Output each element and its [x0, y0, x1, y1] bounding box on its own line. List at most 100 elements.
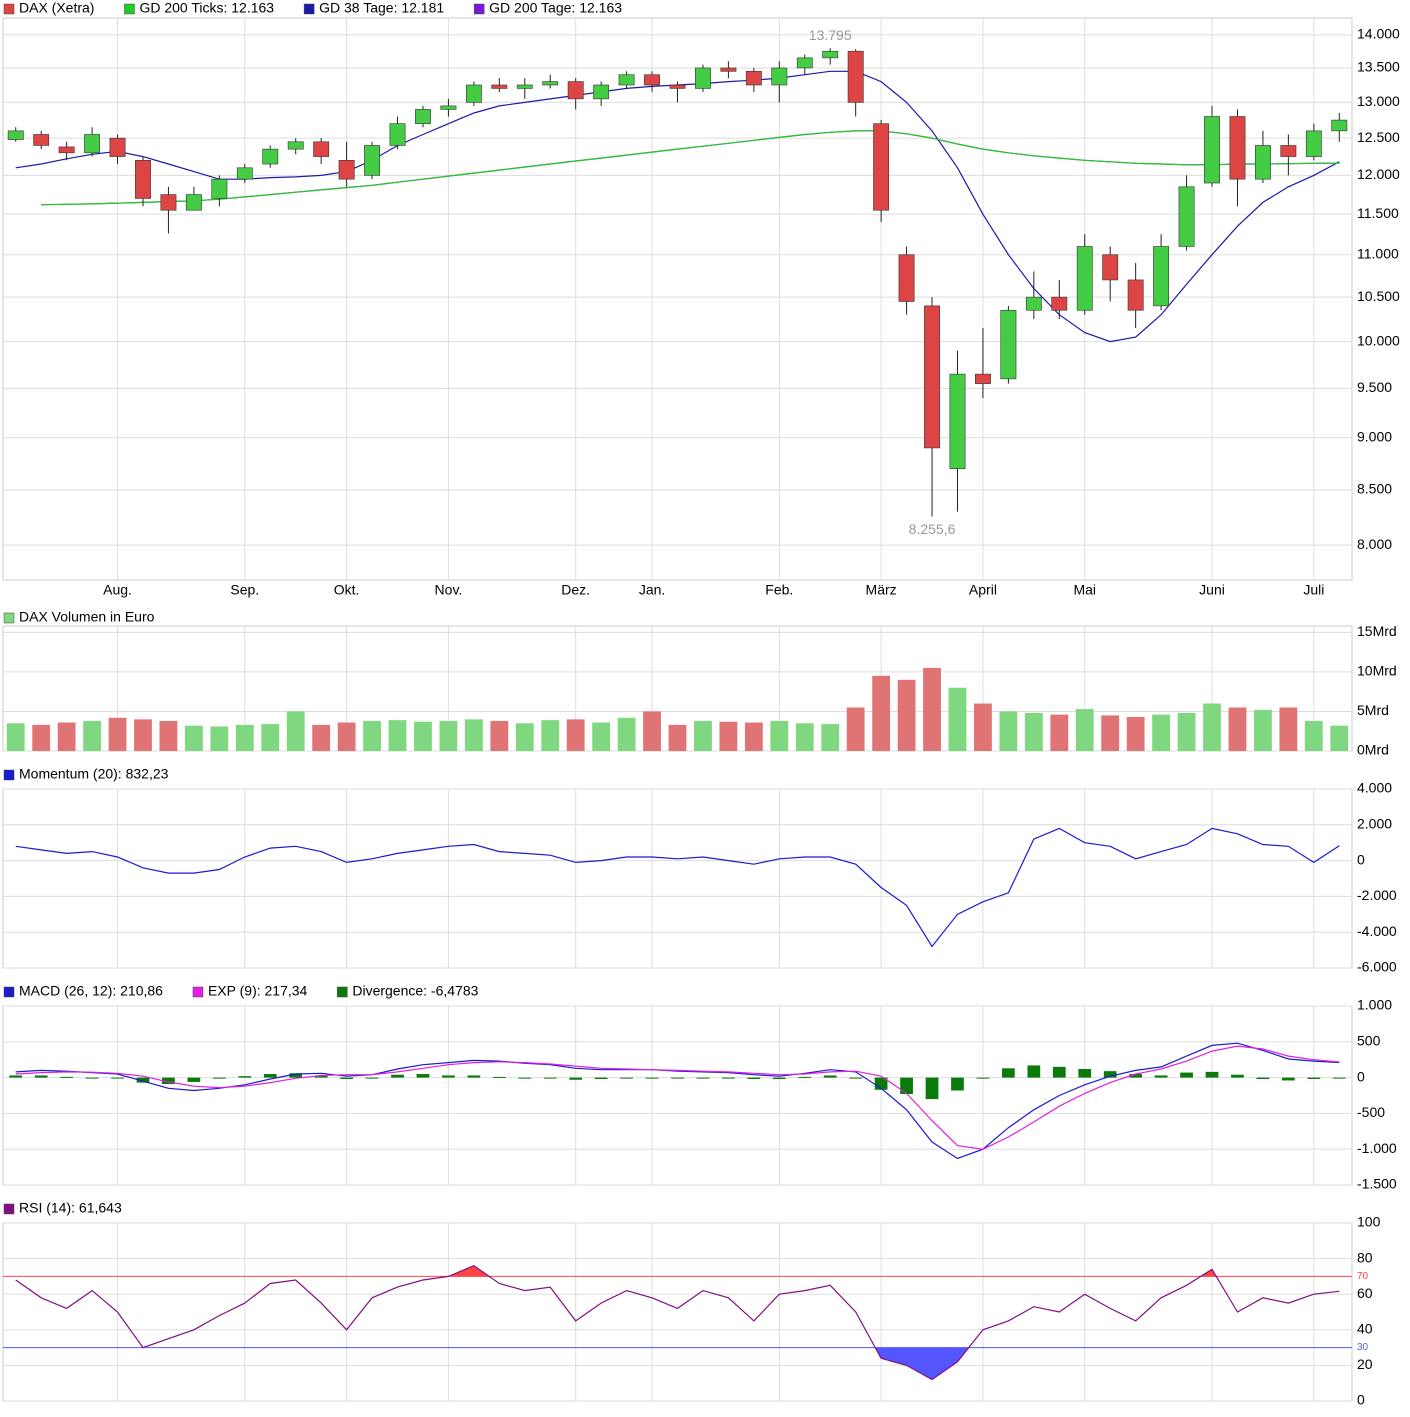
- volume-bar: [337, 722, 356, 751]
- candle-body: [1254, 145, 1271, 180]
- y-tick-label: 9.000: [1357, 428, 1392, 444]
- y-tick-label: 14.000: [1357, 25, 1400, 41]
- volume-bar: [134, 719, 152, 751]
- x-tick-label: Juli: [1303, 582, 1324, 598]
- candle-body: [465, 84, 482, 103]
- y-tick-label: 12.000: [1357, 166, 1400, 182]
- histogram-bar: [85, 1077, 99, 1079]
- volume-bar: [668, 724, 687, 751]
- histogram-bar: [696, 1077, 710, 1079]
- x-tick-label: Nov.: [435, 582, 463, 598]
- legend-swatch: [337, 986, 348, 998]
- histogram-bar: [442, 1075, 455, 1078]
- histogram-bar: [314, 1075, 328, 1078]
- legend-swatch: [3, 612, 15, 624]
- histogram-bar: [569, 1077, 583, 1080]
- candle-body: [542, 81, 559, 86]
- volume-bar: [1152, 714, 1171, 751]
- indicator-line: [15, 1265, 1340, 1381]
- volume-bar: [261, 724, 280, 751]
- y-tick-label: 8.000: [1357, 536, 1392, 552]
- x-tick-label: Mai: [1073, 582, 1096, 598]
- legend-swatch: [124, 3, 135, 15]
- legend-swatch: [303, 3, 315, 15]
- legend-label: MACD (26, 12): 210,86: [19, 983, 163, 999]
- y-tick-label: 80: [1357, 1249, 1373, 1265]
- y-tick-label: 0Mrd: [1357, 742, 1389, 758]
- candle-body: [1178, 186, 1195, 247]
- volume-bar: [846, 707, 865, 751]
- legend-swatch: [192, 986, 204, 998]
- candle-body: [1127, 279, 1144, 311]
- histogram-bar: [289, 1073, 303, 1078]
- y-tick-label: 10Mrd: [1357, 663, 1397, 679]
- volume-bar: [1101, 715, 1120, 751]
- candle-body: [287, 141, 304, 150]
- volume-bar: [795, 723, 814, 751]
- volume-bar: [1075, 709, 1094, 751]
- candle-body: [822, 50, 839, 59]
- x-tick-label: Dez.: [561, 582, 590, 598]
- volume-bar: [541, 720, 560, 751]
- histogram-bar: [747, 1077, 761, 1080]
- legend-label: GD 200 Tage: 12.163: [489, 0, 622, 16]
- y-tick-label: 5Mrd: [1357, 702, 1389, 718]
- candle-body: [84, 134, 101, 154]
- y-tick-label: 500: [1357, 1033, 1381, 1049]
- histogram-bar: [1307, 1077, 1321, 1080]
- histogram-bar: [798, 1076, 812, 1078]
- y-tick-label: 10.000: [1357, 332, 1400, 348]
- y-tick-label: 13.500: [1357, 59, 1400, 75]
- y-tick-label: 10.500: [1357, 288, 1400, 304]
- x-tick-label: Okt.: [334, 582, 360, 598]
- histogram-bar: [1231, 1074, 1244, 1078]
- volume-bar: [1024, 713, 1043, 751]
- plot-frame: [2, 1005, 1353, 1186]
- volume-bar: [821, 724, 840, 751]
- candle-body: [1000, 309, 1017, 380]
- plot-frame: [2, 1222, 1353, 1402]
- candle-body: [669, 84, 686, 89]
- histogram-bar: [162, 1077, 175, 1085]
- indicator-line: [15, 827, 1340, 948]
- y-tick-label: 8.500: [1357, 481, 1392, 497]
- y-tick-label: 0: [1357, 1392, 1365, 1408]
- volume-bar: [592, 722, 611, 751]
- y-tick-label: 100: [1357, 1214, 1381, 1230]
- candle-body: [949, 373, 966, 469]
- candle-body: [873, 123, 890, 211]
- volume-bar: [744, 722, 763, 751]
- histogram-bar: [1282, 1077, 1295, 1081]
- candle-body: [593, 84, 610, 100]
- histogram-bar: [1205, 1071, 1219, 1078]
- volume-bar: [643, 711, 661, 751]
- histogram-bar: [671, 1077, 684, 1079]
- candle-body: [1051, 296, 1068, 311]
- candle-body: [389, 123, 406, 146]
- legend-label: Divergence: -6,4783: [352, 983, 478, 999]
- indicator-line: [15, 1045, 1340, 1150]
- candle-body: [415, 109, 431, 124]
- volume-bar: [566, 719, 585, 751]
- y-tick-label: -2.000: [1357, 887, 1397, 903]
- y-tick-label: -4.000: [1357, 923, 1397, 939]
- legend-label: DAX (Xetra): [19, 0, 94, 16]
- y-tick-label: 15Mrd: [1357, 623, 1397, 639]
- y-tick-label: -6.000: [1357, 959, 1397, 975]
- y-tick-label: 4.000: [1357, 780, 1392, 796]
- volume-bar: [32, 724, 51, 751]
- level-label: 30: [1357, 1342, 1369, 1353]
- candle-body: [491, 84, 508, 89]
- candle-body: [160, 194, 177, 211]
- legend-swatch: [3, 769, 15, 781]
- histogram-bar: [594, 1077, 608, 1080]
- y-tick-label: 13.000: [1357, 93, 1400, 109]
- histogram-bar: [238, 1076, 252, 1078]
- candle-body: [898, 254, 915, 302]
- y-tick-label: 60: [1357, 1285, 1373, 1301]
- y-tick-label: 11.000: [1357, 245, 1399, 261]
- y-tick-label: 12.500: [1357, 129, 1400, 145]
- volume-bar: [184, 725, 203, 751]
- candle-body: [796, 57, 813, 69]
